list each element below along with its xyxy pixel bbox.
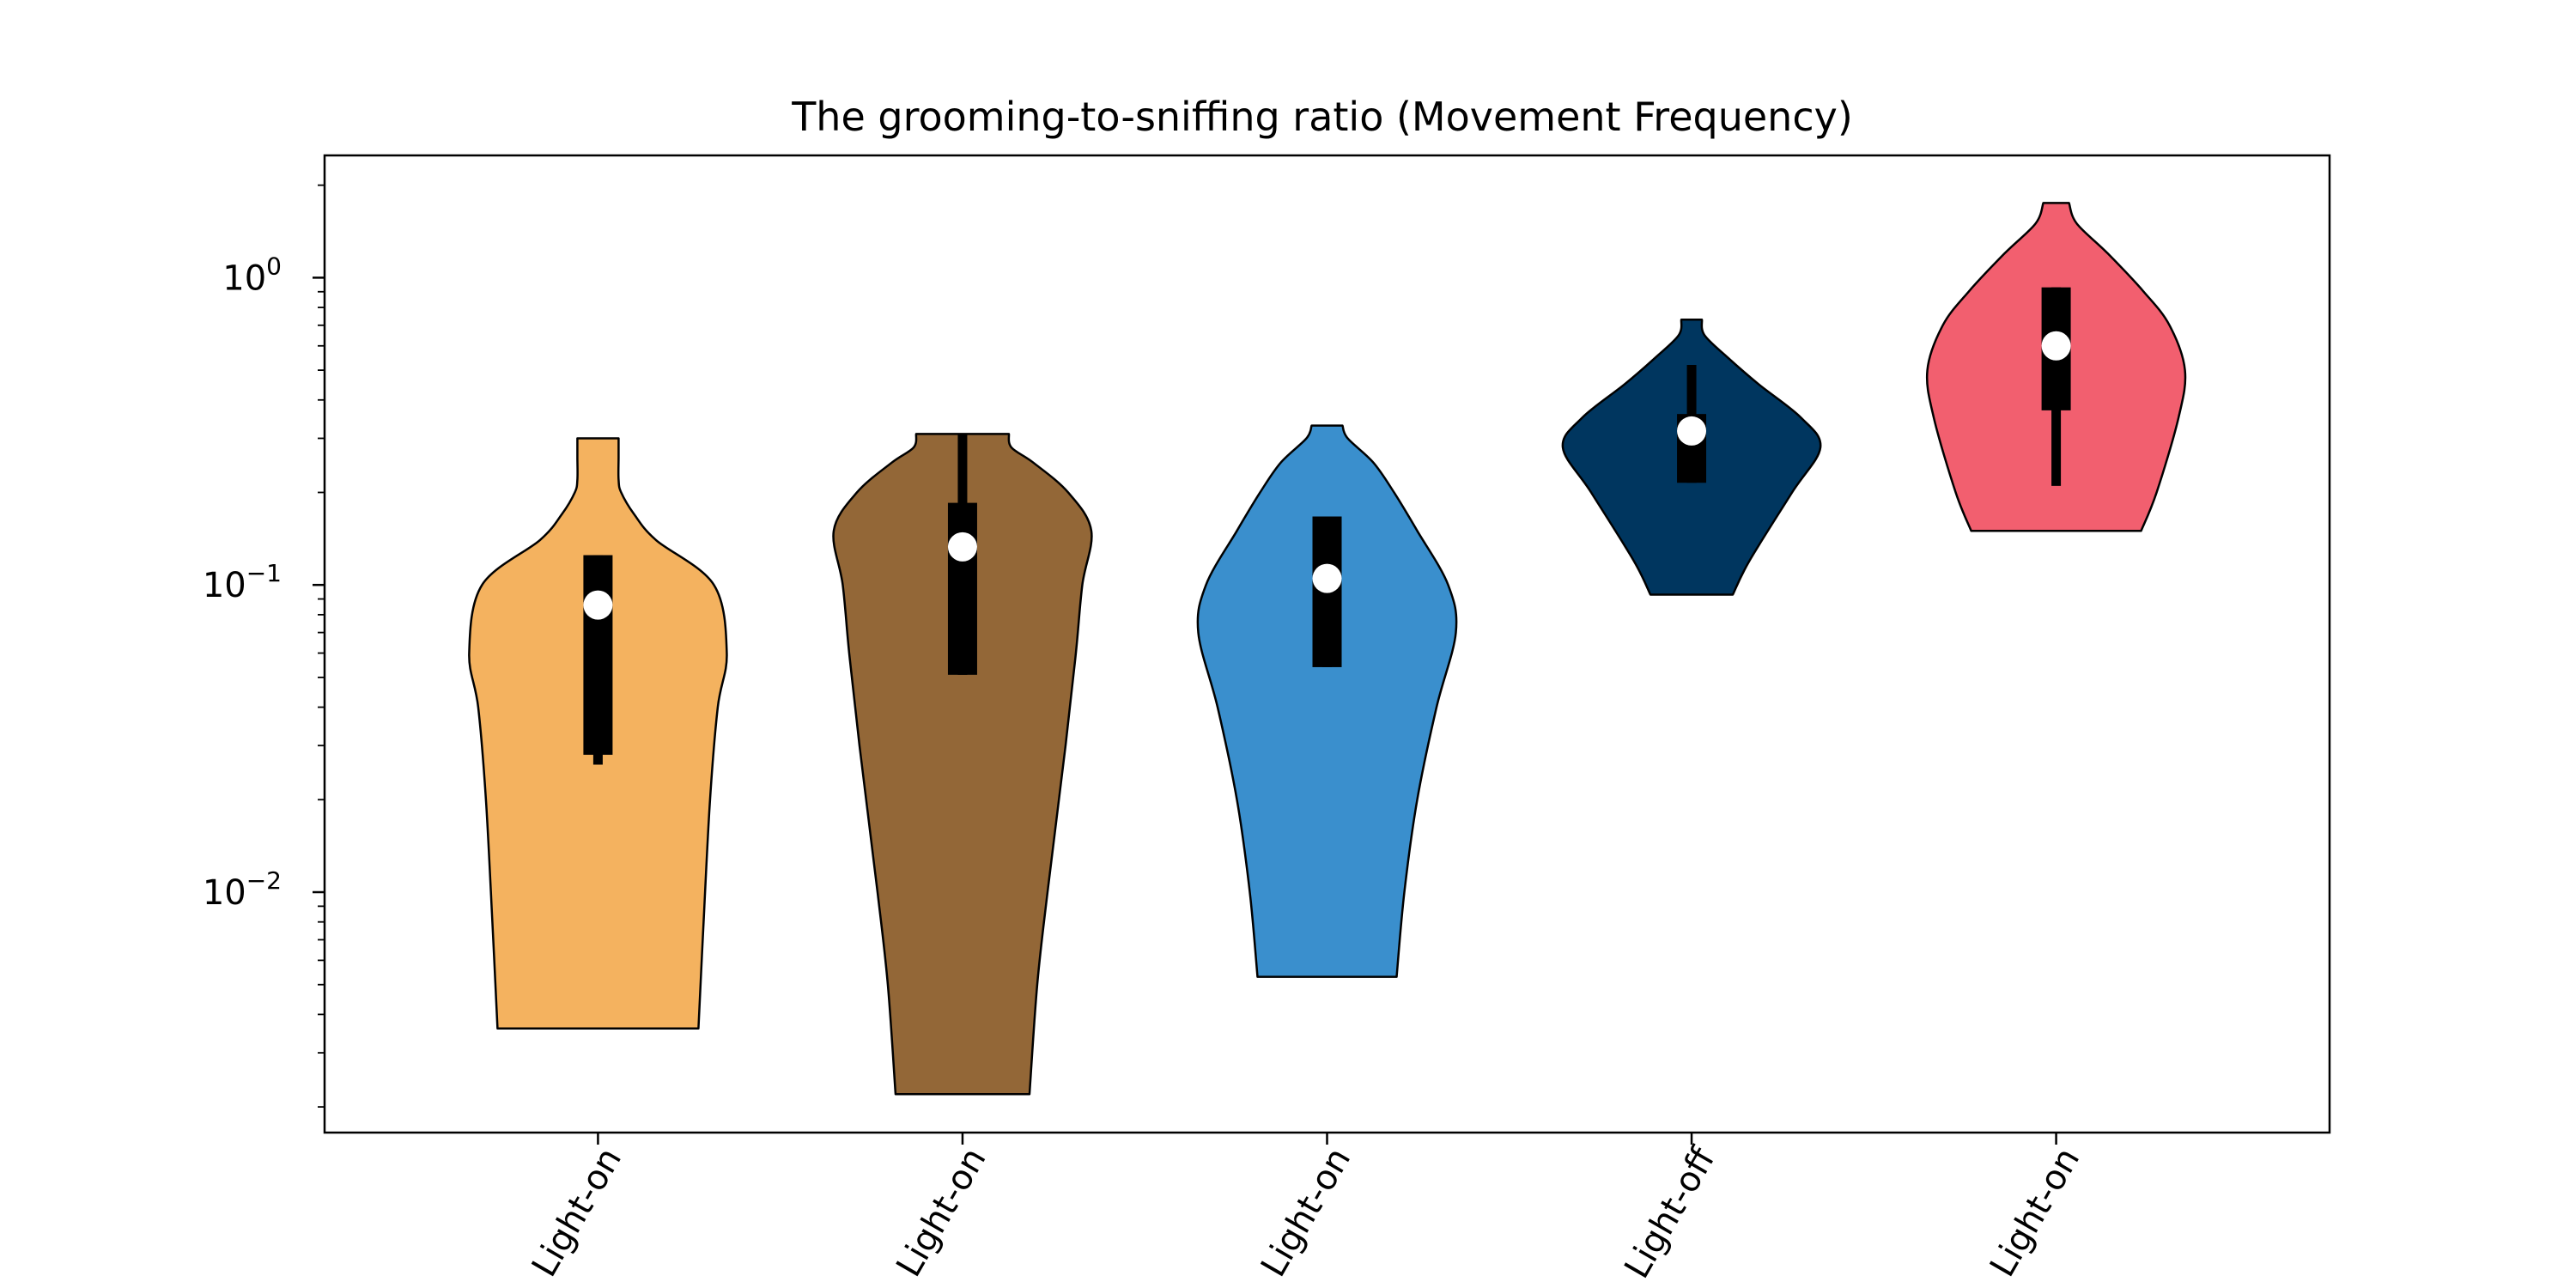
chart-title: The grooming-to-sniffing ratio (Movement… — [791, 94, 1853, 140]
violin-median-point — [947, 532, 977, 562]
x-tick-label: Light-on — [1254, 1141, 1358, 1284]
x-tick-label: Light-off — [1617, 1140, 1723, 1285]
x-tick-label: Light-on — [1983, 1141, 2087, 1284]
violin-median-point — [2041, 331, 2071, 361]
y-tick-label: 10−1 — [203, 559, 282, 605]
violin-group — [468, 437, 728, 1030]
violin-group — [1196, 424, 1458, 978]
plot-frame — [323, 154, 2331, 1134]
x-tick-label: Light-on — [525, 1141, 629, 1284]
y-tick-label: 100 — [222, 252, 282, 298]
violin-body — [1196, 424, 1458, 978]
violin-median-point — [583, 590, 613, 620]
y-axis: 10−2 10−1 100 — [203, 184, 325, 1109]
violin-iqr-box — [583, 555, 613, 756]
y-tick-label: 10−2 — [203, 866, 282, 913]
violins-layer — [468, 202, 2187, 1096]
violin-iqr-box — [947, 502, 977, 675]
violin-group — [1561, 319, 1822, 596]
violin-group — [832, 433, 1093, 1096]
x-axis: Light-on Light-on Light-on Light-off Light-o… — [525, 1133, 2087, 1285]
x-tick-label: Light-on — [889, 1141, 993, 1284]
violin-group — [1925, 202, 2187, 532]
violin-median-point — [1677, 416, 1707, 446]
violin-median-point — [1312, 563, 1342, 593]
violin-body — [832, 433, 1093, 1096]
